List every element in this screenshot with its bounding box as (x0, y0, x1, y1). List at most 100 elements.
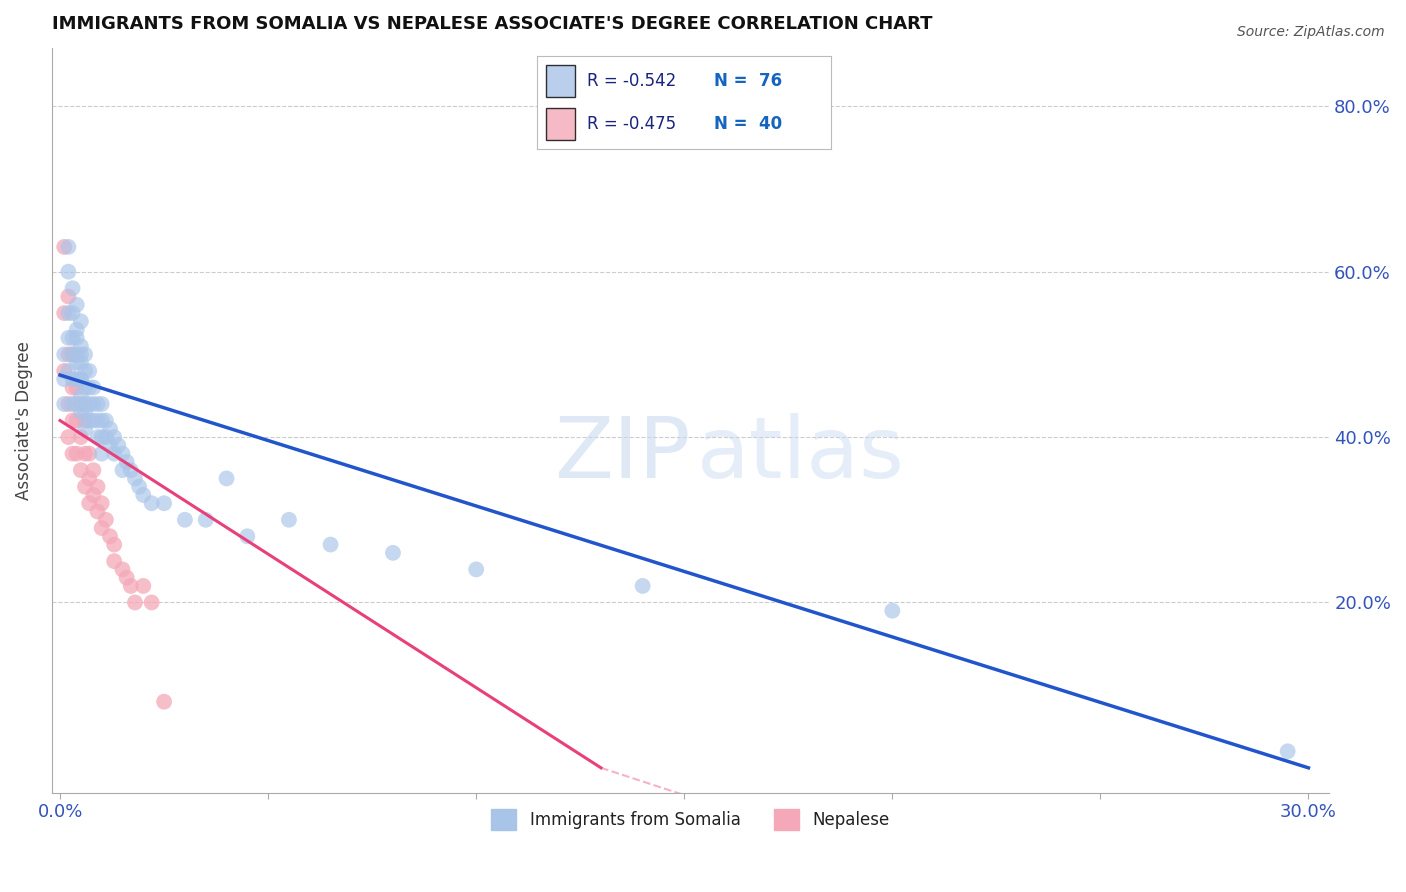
Point (98, 529, 121, 543)
Point (62, 397, 84, 411)
Point (141, 595, 163, 609)
Point (82, 397, 104, 411)
Point (98, 438, 121, 452)
Point (103, 538, 125, 552)
Point (86, 480, 108, 494)
Point (111, 463, 134, 477)
Text: IMMIGRANTS FROM SOMALIA VS NEPALESE ASSOCIATE'S DEGREE CORRELATION CHART: IMMIGRANTS FROM SOMALIA VS NEPALESE ASSO… (52, 15, 932, 33)
Point (66, 372, 89, 386)
Point (465, 562, 488, 576)
Point (77, 380, 100, 394)
Text: Source: ZipAtlas.com: Source: ZipAtlas.com (1237, 25, 1385, 39)
Point (58, 306, 80, 320)
Point (66, 356, 89, 370)
Point (215, 471, 238, 485)
Point (103, 430, 125, 444)
Point (73, 447, 96, 461)
Legend: Immigrants from Somalia, Nepalese: Immigrants from Somalia, Nepalese (485, 803, 896, 837)
Point (73, 422, 96, 436)
Point (66, 397, 89, 411)
Point (111, 447, 134, 461)
Text: ZIP: ZIP (554, 412, 690, 496)
Point (73, 405, 96, 419)
Point (90, 496, 112, 510)
Point (236, 529, 259, 543)
Point (86, 430, 108, 444)
Point (73, 364, 96, 378)
Point (62, 281, 84, 295)
Point (70, 347, 93, 361)
Point (103, 447, 125, 461)
Point (107, 438, 129, 452)
Point (86, 397, 108, 411)
Point (141, 496, 163, 510)
Point (58, 430, 80, 444)
Point (73, 480, 96, 494)
Point (73, 397, 96, 411)
Point (94, 430, 117, 444)
Point (111, 562, 134, 576)
Point (62, 380, 84, 394)
Point (882, 604, 904, 618)
Point (53, 240, 76, 254)
Point (66, 322, 89, 336)
Point (90, 447, 112, 461)
Point (153, 695, 176, 709)
Point (77, 496, 100, 510)
Point (70, 356, 93, 370)
Point (53, 372, 76, 386)
Point (70, 463, 93, 477)
Point (70, 389, 93, 403)
Point (73, 347, 96, 361)
Point (82, 488, 104, 502)
Point (319, 538, 342, 552)
Point (66, 413, 89, 427)
Point (82, 463, 104, 477)
Point (174, 513, 197, 527)
Point (73, 413, 96, 427)
Point (77, 413, 100, 427)
Point (66, 331, 89, 345)
Point (70, 372, 93, 386)
Point (120, 463, 142, 477)
Point (66, 298, 89, 312)
Point (53, 306, 76, 320)
Point (631, 579, 654, 593)
Point (82, 380, 104, 394)
Point (124, 471, 146, 485)
Point (58, 289, 80, 303)
Point (53, 364, 76, 378)
Point (381, 546, 404, 560)
Point (58, 240, 80, 254)
Point (115, 571, 138, 585)
Point (90, 430, 112, 444)
Point (62, 331, 84, 345)
Point (90, 521, 112, 535)
Point (66, 447, 89, 461)
Point (58, 347, 80, 361)
Point (194, 513, 217, 527)
Point (278, 513, 301, 527)
Point (94, 413, 117, 427)
Point (77, 397, 100, 411)
Point (66, 347, 89, 361)
Point (58, 364, 80, 378)
Point (62, 347, 84, 361)
Point (153, 496, 176, 510)
Point (86, 413, 108, 427)
Point (77, 471, 100, 485)
Point (70, 372, 93, 386)
Point (98, 422, 121, 436)
Point (90, 397, 112, 411)
Point (62, 447, 84, 461)
Point (58, 265, 80, 279)
Point (70, 339, 93, 353)
Point (90, 413, 112, 427)
Point (53, 397, 76, 411)
Text: atlas: atlas (697, 412, 905, 496)
Point (70, 397, 93, 411)
Point (62, 306, 84, 320)
Point (66, 380, 89, 394)
Point (82, 413, 104, 427)
Point (124, 595, 146, 609)
